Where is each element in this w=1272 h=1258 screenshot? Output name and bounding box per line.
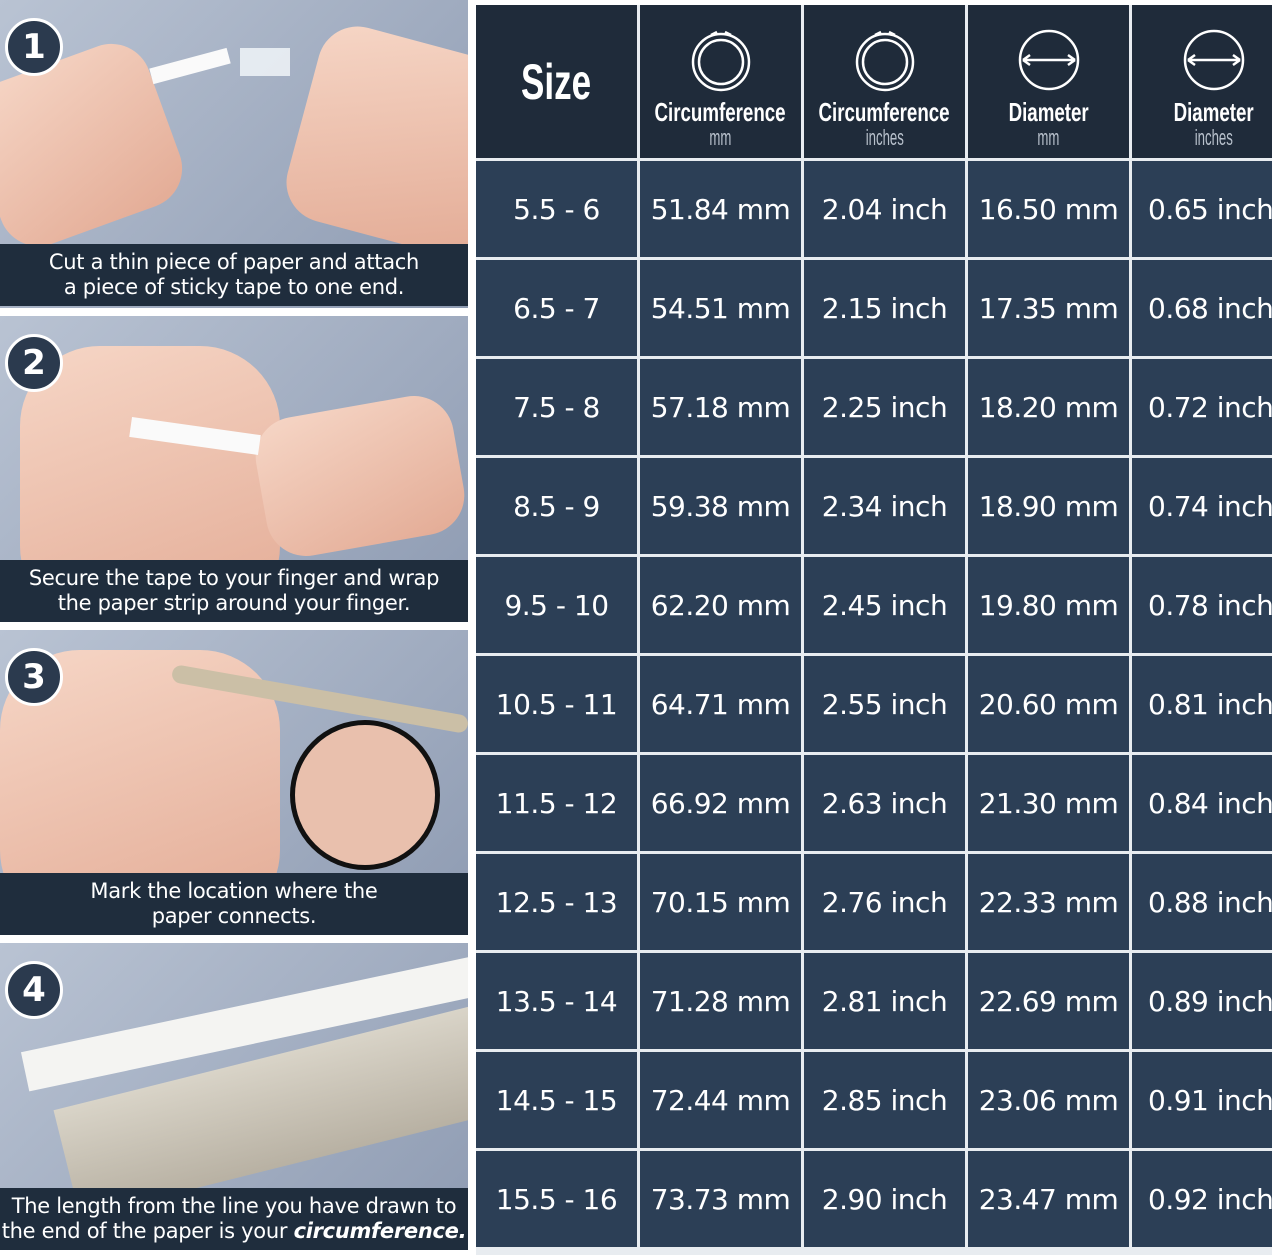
value-cell: 0.84 inch (1132, 755, 1272, 851)
header-title: Diameter (1173, 97, 1254, 127)
column-header: Diameter mm (968, 5, 1129, 158)
value-cell: 2.34 inch (804, 458, 965, 554)
step-number-badge: 2 (5, 334, 63, 392)
value-cell: 18.90 mm (968, 458, 1129, 554)
column-header: Circumference inches (804, 5, 965, 158)
caption-emphasis: circumference. (293, 1219, 467, 1243)
diameter-icon (1183, 29, 1244, 91)
value-cell: 0.89 inch (1132, 953, 1272, 1049)
step-4-panel: 4 The length from the line you have draw… (0, 943, 468, 1250)
diameter-icon (1018, 29, 1079, 91)
header-title: Diameter (1008, 97, 1089, 127)
value-cell: 71.28 mm (640, 953, 801, 1049)
header-unit: inches (1194, 125, 1233, 150)
caption-line: the paper strip around your finger. (57, 591, 411, 615)
value-cell: 0.78 inch (1132, 557, 1272, 653)
ring-size-table: Size Circumference mm Circumference inches Di… (476, 5, 1272, 1255)
step-caption: Cut a thin piece of paper and attach a pi… (0, 244, 468, 306)
value-cell: 0.68 inch (1132, 260, 1272, 356)
step-number-badge: 4 (5, 961, 63, 1019)
value-cell: 0.81 inch (1132, 656, 1272, 752)
value-cell: 2.90 inch (804, 1151, 965, 1247)
step-number-badge: 1 (5, 18, 63, 76)
value-cell: 22.33 mm (968, 854, 1129, 950)
value-cell: 0.65 inch (1132, 161, 1272, 257)
caption-line: The length from the line you have drawn … (11, 1194, 457, 1218)
column-header: Size (476, 5, 637, 158)
header-title: Circumference (654, 97, 787, 127)
caption-text: the end of the paper is your (1, 1219, 294, 1243)
value-cell: 21.30 mm (968, 755, 1129, 851)
step-caption: Mark the location where the paper connect… (0, 873, 468, 935)
value-cell: 22.69 mm (968, 953, 1129, 1049)
value-cell: 0.74 inch (1132, 458, 1272, 554)
value-cell: 59.38 mm (640, 458, 801, 554)
size-cell: 15.5 - 16 (476, 1151, 637, 1247)
size-cell: 10.5 - 11 (476, 656, 637, 752)
value-cell: 23.06 mm (968, 1052, 1129, 1148)
circumference-icon (691, 30, 750, 92)
caption-line: paper connects. (151, 904, 317, 928)
header-title: Circumference (818, 97, 951, 127)
value-cell: 2.85 inch (804, 1052, 965, 1148)
value-cell: 0.88 inch (1132, 854, 1272, 950)
value-cell: 2.04 inch (804, 161, 965, 257)
column-header: Circumference mm (640, 5, 801, 158)
size-cell: 14.5 - 15 (476, 1052, 637, 1148)
size-cell: 9.5 - 10 (476, 557, 637, 653)
step-caption: The length from the line you have drawn … (0, 1188, 468, 1250)
caption-line: Secure the tape to your finger and wrap (28, 566, 440, 590)
value-cell: 2.55 inch (804, 656, 965, 752)
value-cell: 57.18 mm (640, 359, 801, 455)
value-cell: 17.35 mm (968, 260, 1129, 356)
size-cell: 12.5 - 13 (476, 854, 637, 950)
value-cell: 0.91 inch (1132, 1052, 1272, 1148)
step-2-panel: 2 Secure the tape to your finger and wra… (0, 316, 468, 622)
column-header: Diameter inches (1132, 5, 1272, 158)
value-cell: 2.63 inch (804, 755, 965, 851)
value-cell: 18.20 mm (968, 359, 1129, 455)
step-caption: Secure the tape to your finger and wrap t… (0, 560, 468, 622)
step-1-photo (0, 0, 468, 308)
value-cell: 66.92 mm (640, 755, 801, 851)
header-unit: mm (709, 125, 732, 150)
value-cell: 72.44 mm (640, 1052, 801, 1148)
size-cell: 5.5 - 6 (476, 161, 637, 257)
header-unit: mm (1037, 125, 1060, 150)
step-1-panel: 1 Cut a thin piece of paper and attach a … (0, 0, 468, 308)
value-cell: 0.92 inch (1132, 1151, 1272, 1247)
value-cell: 2.15 inch (804, 260, 965, 356)
value-cell: 73.73 mm (640, 1151, 801, 1247)
size-cell: 8.5 - 9 (476, 458, 637, 554)
size-cell: 7.5 - 8 (476, 359, 637, 455)
value-cell: 2.25 inch (804, 359, 965, 455)
value-cell: 23.47 mm (968, 1151, 1129, 1247)
circumference-icon (855, 30, 914, 92)
value-cell: 2.76 inch (804, 854, 965, 950)
step-number-badge: 3 (5, 648, 63, 706)
caption-line: Mark the location where the (90, 879, 378, 903)
value-cell: 70.15 mm (640, 854, 801, 950)
size-cell: 11.5 - 12 (476, 755, 637, 851)
caption-line: a piece of sticky tape to one end. (63, 275, 405, 299)
size-cell: 13.5 - 14 (476, 953, 637, 1049)
value-cell: 51.84 mm (640, 161, 801, 257)
header-title: Size (521, 53, 592, 110)
value-cell: 2.81 inch (804, 953, 965, 1049)
value-cell: 20.60 mm (968, 656, 1129, 752)
value-cell: 62.20 mm (640, 557, 801, 653)
header-unit: inches (865, 125, 904, 150)
step-3-panel: 3 Mark the location where the paper conne… (0, 630, 468, 935)
value-cell: 19.80 mm (968, 557, 1129, 653)
caption-line: the end of the paper is your circumferen… (0, 1219, 468, 1244)
value-cell: 0.72 inch (1132, 359, 1272, 455)
value-cell: 64.71 mm (640, 656, 801, 752)
value-cell: 2.45 inch (804, 557, 965, 653)
caption-line: Cut a thin piece of paper and attach (48, 250, 420, 274)
size-cell: 6.5 - 7 (476, 260, 637, 356)
value-cell: 54.51 mm (640, 260, 801, 356)
value-cell: 16.50 mm (968, 161, 1129, 257)
